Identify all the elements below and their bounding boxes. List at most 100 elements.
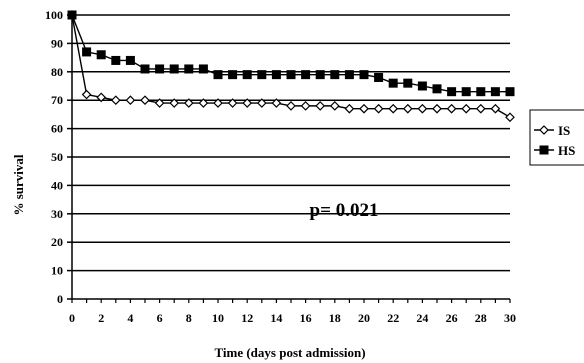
x-tick-label-16: 16 bbox=[300, 311, 312, 325]
point-hs-20 bbox=[359, 70, 369, 80]
gridlines bbox=[72, 14, 510, 272]
point-is-30 bbox=[505, 112, 515, 123]
point-is-8 bbox=[183, 98, 194, 108]
x-tick-label-18: 18 bbox=[329, 311, 341, 325]
point-hs-15 bbox=[286, 70, 296, 80]
point-is-28 bbox=[475, 103, 486, 114]
point-is-17 bbox=[315, 101, 326, 111]
point-hs-28 bbox=[476, 87, 486, 97]
x-tick-label-26: 26 bbox=[446, 311, 458, 325]
point-hs-8 bbox=[184, 64, 194, 74]
point-hs-0 bbox=[67, 10, 77, 20]
point-hs-16 bbox=[301, 70, 311, 80]
point-is-21 bbox=[373, 103, 384, 114]
point-is-2 bbox=[96, 92, 107, 103]
y-tick-label-80: 80 bbox=[51, 65, 63, 79]
point-is-15 bbox=[286, 101, 296, 111]
x-tick-label-12: 12 bbox=[241, 311, 253, 325]
x-tick-label-2: 2 bbox=[98, 311, 104, 325]
series-markers bbox=[67, 10, 515, 123]
x-tick-label-4: 4 bbox=[127, 311, 133, 325]
legend: IS HS bbox=[529, 109, 584, 166]
point-hs-1 bbox=[82, 47, 92, 57]
point-is-6 bbox=[154, 98, 165, 108]
point-is-19 bbox=[344, 103, 355, 114]
x-tick-label-28: 28 bbox=[475, 311, 487, 325]
point-is-7 bbox=[169, 98, 180, 108]
point-hs-9 bbox=[198, 64, 208, 74]
point-is-9 bbox=[198, 98, 209, 108]
point-is-26 bbox=[446, 103, 457, 114]
point-is-23 bbox=[402, 103, 413, 114]
y-tick-label-90: 90 bbox=[51, 36, 63, 50]
point-hs-14 bbox=[271, 70, 281, 80]
legend-label-hs: HS bbox=[558, 143, 575, 158]
x-tick-label-8: 8 bbox=[186, 311, 192, 325]
point-hs-22 bbox=[388, 78, 398, 88]
legend-box bbox=[529, 109, 584, 166]
point-hs-29 bbox=[490, 87, 500, 97]
legend-marker-hs bbox=[539, 145, 549, 155]
y-tick-label-60: 60 bbox=[51, 122, 63, 136]
series-line-hs bbox=[71, 14, 510, 93]
point-is-1 bbox=[81, 89, 92, 100]
point-is-18 bbox=[329, 101, 340, 111]
point-hs-7 bbox=[169, 64, 179, 74]
y-tick-label-20: 20 bbox=[51, 235, 63, 249]
point-hs-10 bbox=[213, 70, 223, 80]
x-axis-title: Time (days post admission) bbox=[214, 345, 365, 360]
point-is-22 bbox=[388, 103, 399, 114]
point-is-12 bbox=[242, 98, 253, 108]
x-tick-label-24: 24 bbox=[416, 311, 428, 325]
point-is-4 bbox=[125, 95, 136, 106]
point-is-20 bbox=[359, 103, 369, 114]
point-hs-23 bbox=[403, 78, 413, 88]
point-is-24 bbox=[417, 103, 428, 114]
point-hs-27 bbox=[461, 87, 471, 97]
point-hs-13 bbox=[257, 70, 267, 80]
y-tick-label-70: 70 bbox=[51, 93, 63, 107]
point-is-25 bbox=[432, 103, 442, 114]
point-hs-19 bbox=[344, 70, 354, 80]
point-is-13 bbox=[256, 98, 267, 108]
y-tick-label-0: 0 bbox=[57, 292, 63, 306]
axes bbox=[67, 14, 511, 303]
x-tick-label-22: 22 bbox=[387, 311, 399, 325]
point-is-16 bbox=[300, 101, 311, 111]
y-tick-label-100: 100 bbox=[45, 8, 63, 22]
point-hs-11 bbox=[228, 70, 238, 80]
legend-items: IS HS bbox=[534, 123, 575, 158]
y-axis-title: % survival bbox=[11, 154, 26, 215]
point-hs-21 bbox=[374, 72, 384, 82]
x-tick-label-0: 0 bbox=[69, 311, 75, 325]
x-tick-label-6: 6 bbox=[157, 311, 163, 325]
point-hs-4 bbox=[125, 55, 135, 65]
point-is-11 bbox=[227, 98, 238, 108]
x-tick-label-30: 30 bbox=[504, 311, 516, 325]
y-tick-label-50: 50 bbox=[51, 150, 63, 164]
x-tick-label-20: 20 bbox=[358, 311, 370, 325]
point-hs-12 bbox=[242, 70, 252, 80]
point-hs-17 bbox=[315, 70, 325, 80]
p-value-annotation: p= 0.021 bbox=[310, 200, 379, 221]
point-hs-18 bbox=[330, 70, 340, 80]
point-is-29 bbox=[490, 103, 501, 114]
point-is-5 bbox=[140, 95, 150, 106]
point-hs-6 bbox=[155, 64, 165, 74]
legend-label-is: IS bbox=[558, 123, 570, 138]
y-tick-label-10: 10 bbox=[51, 264, 63, 278]
point-hs-30 bbox=[505, 87, 515, 97]
point-hs-24 bbox=[417, 81, 427, 91]
point-is-27 bbox=[461, 103, 472, 114]
x-tick-label-14: 14 bbox=[270, 311, 282, 325]
x-tick-label-10: 10 bbox=[212, 311, 224, 325]
point-hs-26 bbox=[447, 87, 457, 97]
y-tick-label-30: 30 bbox=[51, 207, 63, 221]
point-is-10 bbox=[213, 98, 223, 108]
point-hs-5 bbox=[140, 64, 150, 74]
point-hs-2 bbox=[96, 50, 106, 60]
point-hs-25 bbox=[432, 84, 442, 94]
